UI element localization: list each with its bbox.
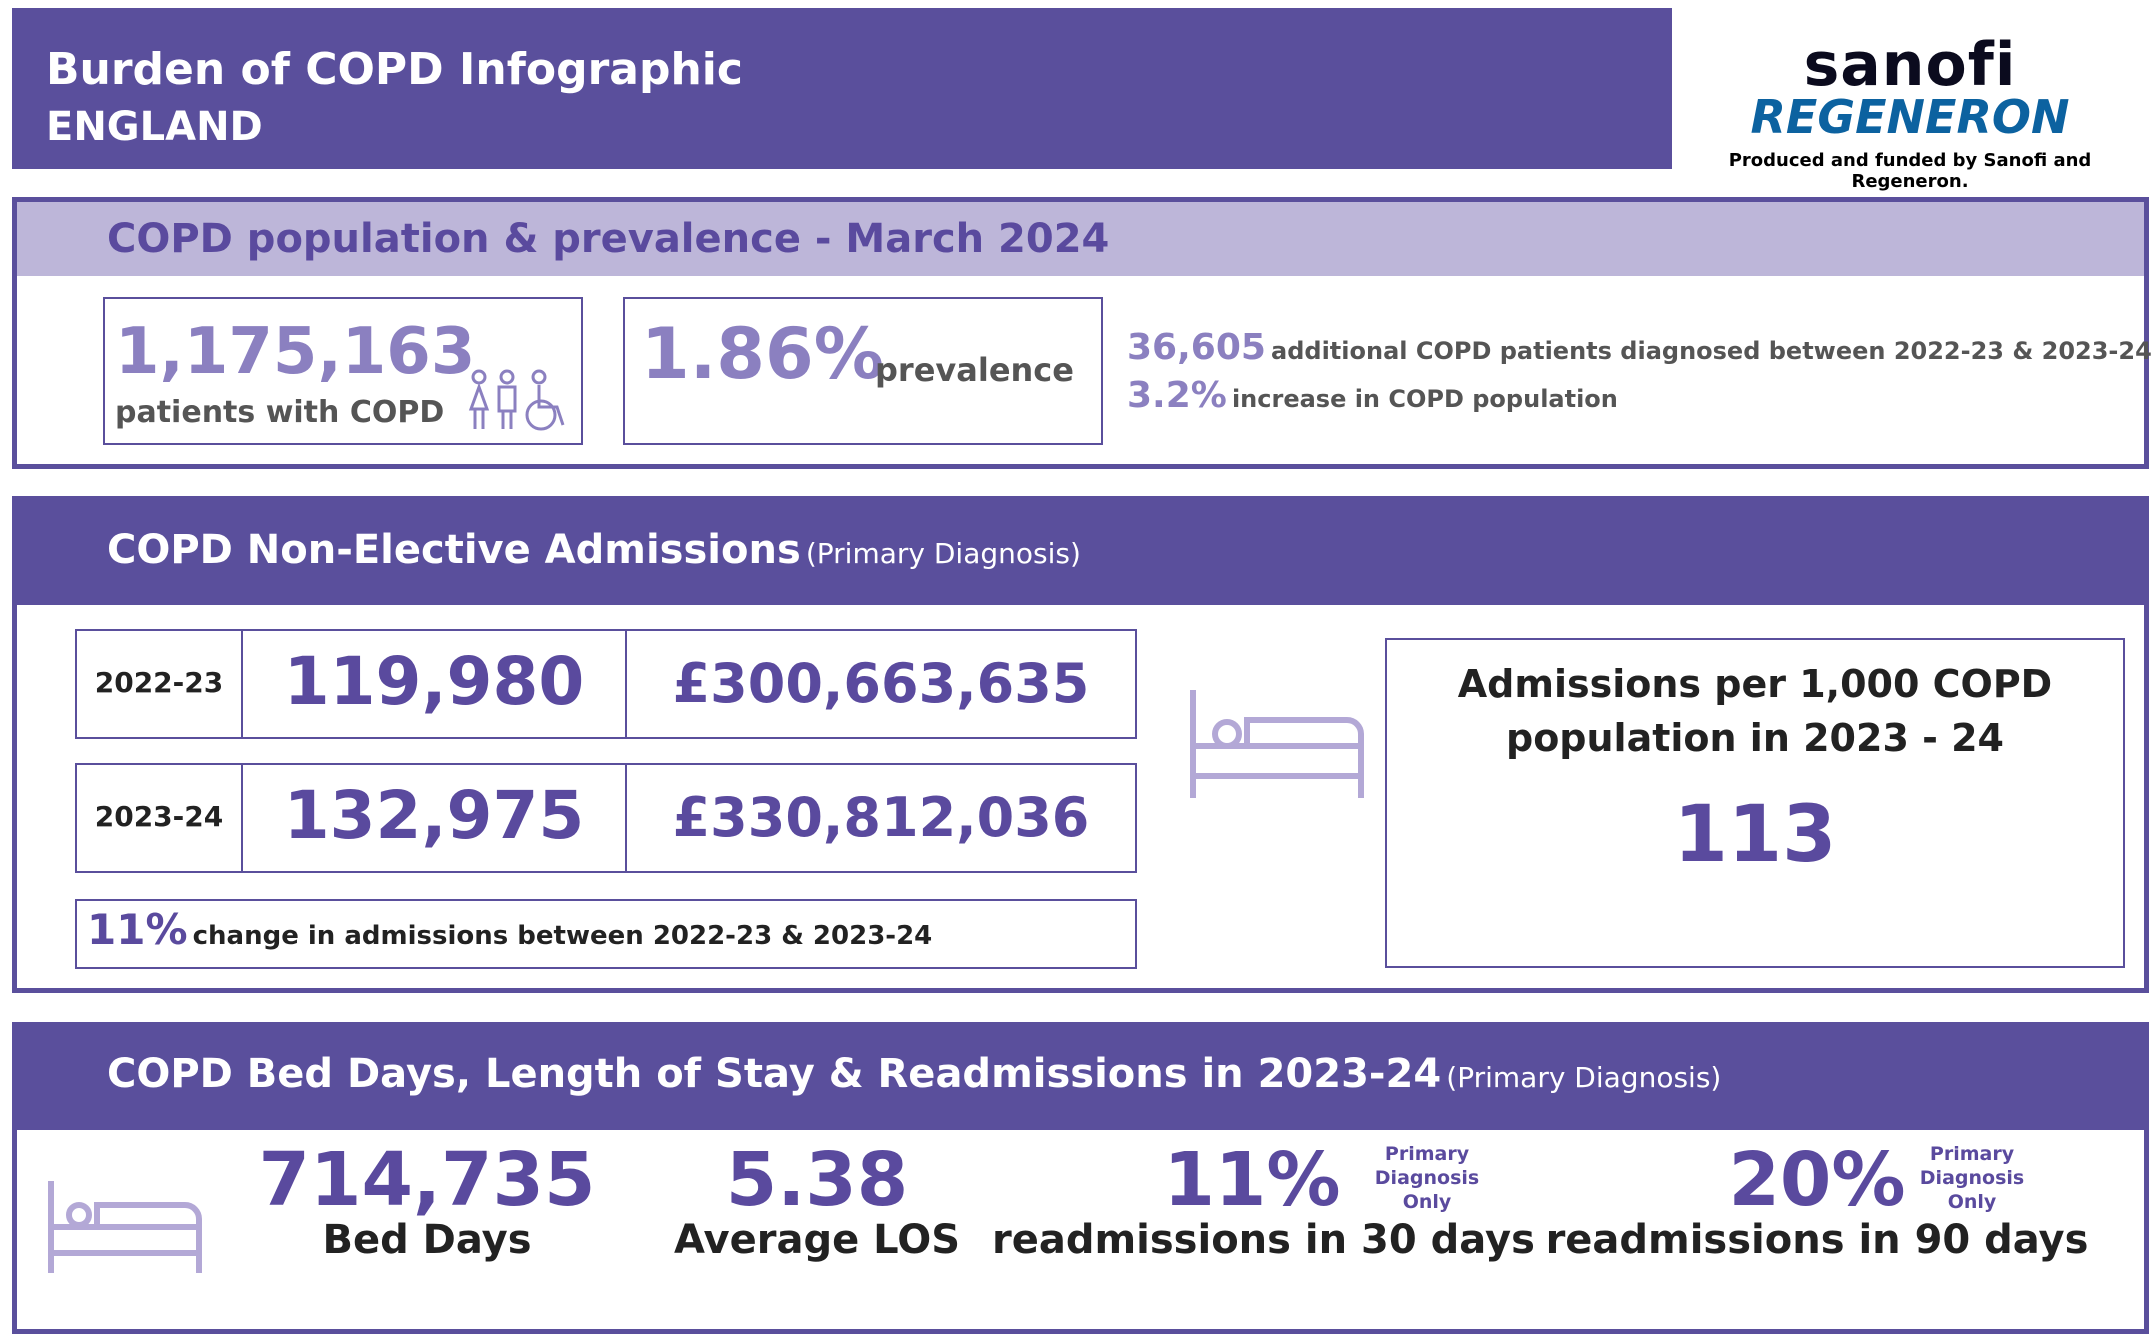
admissions-header: COPD Non-Elective Admissions (Primary Di… xyxy=(17,501,2144,605)
los-stat: 5.38 Average LOS xyxy=(637,1137,997,1263)
increase-label: increase in COPD population xyxy=(1231,385,1618,413)
bed-days-stat: 714,735 Bed Days xyxy=(207,1137,647,1263)
additional-patients: 36,605 additional COPD patients diagnose… xyxy=(1127,327,2152,368)
note-line: Diagnosis xyxy=(1919,1167,2025,1189)
admissions-cost: £330,812,036 xyxy=(625,765,1135,871)
admissions-change: 11% change in admissions between 2022-23… xyxy=(75,899,1137,969)
additional-count: 36,605 xyxy=(1127,327,1266,368)
prevalence-label: prevalence xyxy=(875,351,1074,389)
people-icon xyxy=(468,369,565,431)
section-title: COPD Bed Days, Length of Stay & Readmiss… xyxy=(107,1051,1442,1097)
per-1000-label: Admissions per 1,000 COPD xyxy=(1457,662,2053,706)
bed-days-header: COPD Bed Days, Length of Stay & Readmiss… xyxy=(17,1027,2144,1130)
los-label: Average LOS xyxy=(673,1217,960,1263)
bed-days-label: Bed Days xyxy=(322,1217,532,1263)
section-subtitle: (Primary Diagnosis) xyxy=(805,537,1081,570)
bed-days-value: 714,735 xyxy=(258,1137,596,1223)
admissions-count: 132,975 xyxy=(283,777,585,854)
readmissions-30-value: 11% xyxy=(1163,1137,1341,1223)
section-title: COPD Non-Elective Admissions xyxy=(107,527,801,573)
section-title: COPD population & prevalence - March 202… xyxy=(107,216,1110,262)
sanofi-logo: sanofi xyxy=(1803,30,2017,100)
los-value: 5.38 xyxy=(725,1137,909,1223)
region-label: ENGLAND xyxy=(46,104,263,150)
population-increase: 3.2% increase in COPD population xyxy=(1127,375,1618,416)
bed-days-section: COPD Bed Days, Length of Stay & Readmiss… xyxy=(12,1022,2149,1334)
header-banner: Burden of COPD Infographic ENGLAND xyxy=(12,8,1672,169)
population-section: COPD population & prevalence - March 202… xyxy=(12,197,2152,469)
page-title: Burden of COPD Infographic xyxy=(46,44,743,95)
change-value: 11% xyxy=(87,905,188,954)
admissions-count: 119,980 xyxy=(283,643,585,720)
patients-label: patients with COPD xyxy=(115,395,445,430)
change-label: change in admissions between 2022-23 & 2… xyxy=(192,921,933,951)
note-line: Primary xyxy=(1929,1143,2015,1165)
readmissions-90-label: readmissions in 90 days xyxy=(1545,1217,2089,1263)
regeneron-logo: REGENERON xyxy=(1750,90,2070,144)
admissions-cost: £300,663,635 xyxy=(625,631,1135,737)
note-line: Diagnosis xyxy=(1374,1167,1480,1189)
additional-label: additional COPD patients diagnosed betwe… xyxy=(1271,337,2152,365)
primary-diagnosis-note: Primary Diagnosis Only xyxy=(1912,1142,2032,1214)
bed-icon xyxy=(1190,690,1364,798)
year-label: 2023-24 xyxy=(77,765,243,871)
note-line: Only xyxy=(1947,1191,1997,1213)
population-header: COPD population & prevalence - March 202… xyxy=(17,202,2144,276)
admissions-row-2023-24: 2023-24 132,975 £330,812,036 xyxy=(75,763,1137,873)
increase-value: 3.2% xyxy=(1127,375,1227,416)
admissions-row-2022-23: 2022-23 119,980 £300,663,635 xyxy=(75,629,1137,739)
patients-box: 1,175,163 patients with COPD xyxy=(103,297,583,445)
per-1000-label-2: population in 2023 - 24 xyxy=(1506,716,2004,760)
note-line: Only xyxy=(1402,1191,1452,1213)
readmissions-90-value: 20% xyxy=(1728,1137,1906,1223)
note-line: Primary xyxy=(1384,1143,1470,1165)
bed-icon xyxy=(48,1181,202,1273)
year-label: 2022-23 xyxy=(77,631,243,737)
patients-count: 1,175,163 xyxy=(115,315,476,389)
prevalence-box: 1.86% prevalence xyxy=(623,297,1103,445)
readmissions-30-label: readmissions in 30 days xyxy=(992,1217,1535,1263)
funding-credit: Produced and funded by Sanofi and Regene… xyxy=(1728,150,2092,192)
primary-diagnosis-note: Primary Diagnosis Only xyxy=(1367,1142,1487,1214)
readmissions-30-stat: 11% readmissions in 30 days xyxy=(992,1137,1535,1263)
sponsor-logo: sanofi REGENERON Produced and funded by … xyxy=(1672,8,2148,192)
prevalence-value: 1.86% xyxy=(641,313,884,395)
per-1000-value: 113 xyxy=(1673,790,1837,880)
section-subtitle: (Primary Diagnosis) xyxy=(1446,1061,1722,1094)
admissions-per-1000-box: Admissions per 1,000 COPD population in … xyxy=(1385,638,2125,968)
admissions-section: COPD Non-Elective Admissions (Primary Di… xyxy=(12,496,2149,993)
readmissions-90-stat: 20% readmissions in 90 days xyxy=(1537,1137,2097,1263)
